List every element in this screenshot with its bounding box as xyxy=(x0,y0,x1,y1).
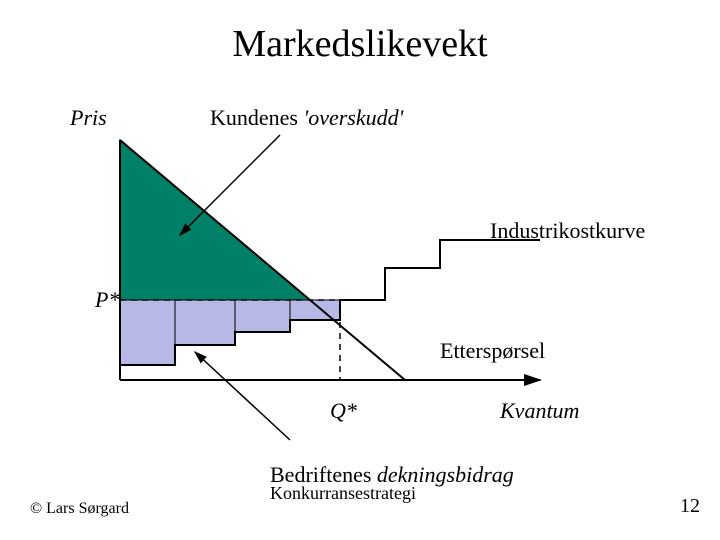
footer-center: Konkurransestrategi xyxy=(270,483,416,504)
copyright: © Lars Sørgard xyxy=(30,500,129,518)
chart-svg xyxy=(100,120,560,460)
page-number: 12 xyxy=(680,495,700,518)
page-title: Markedslikevekt xyxy=(0,22,720,66)
